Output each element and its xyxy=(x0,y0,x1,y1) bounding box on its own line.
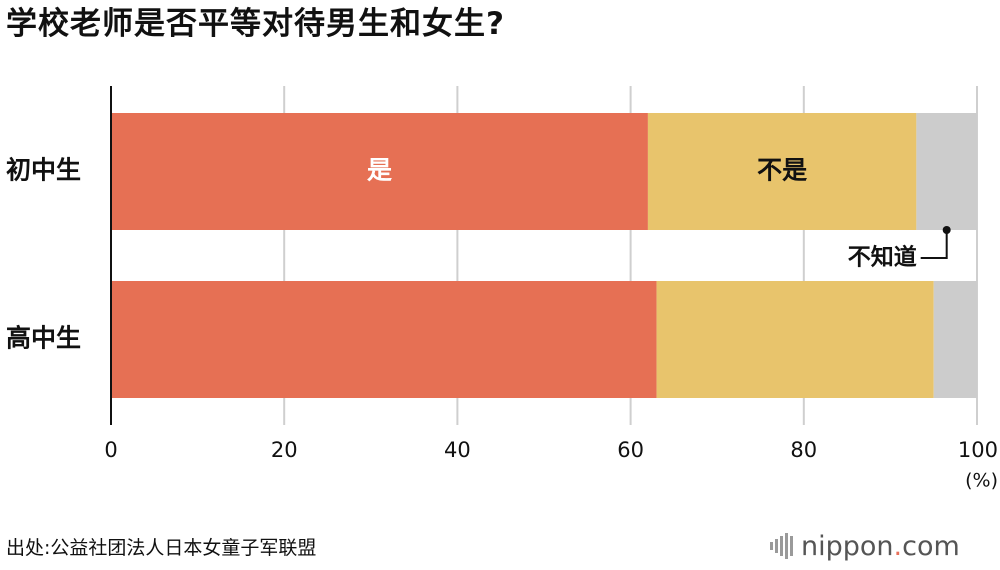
logo-bars-icon xyxy=(770,533,793,559)
logo-dot: . xyxy=(893,530,903,562)
x-tick-label-60: 60 xyxy=(617,438,644,462)
logo-name: nippon xyxy=(801,530,894,562)
x-tick-label-80: 80 xyxy=(790,438,817,462)
bar-1-series-0 xyxy=(111,281,657,398)
bar-1-series-1 xyxy=(656,281,934,398)
bar-1-series-2 xyxy=(933,281,977,398)
bar-0-series-0 xyxy=(111,113,648,230)
x-tick-label-0: 0 xyxy=(104,438,117,462)
callout-line xyxy=(920,230,948,259)
nippon-logo: nippon. com xyxy=(770,529,960,563)
x-tick-label-20: 20 xyxy=(271,438,298,462)
segment-label-no: 不是 xyxy=(757,156,807,185)
logo-tld: com xyxy=(902,530,960,562)
chart-title: 学校老师是否平等对待男生和女生? xyxy=(6,6,505,42)
bar-0-series-1 xyxy=(647,113,917,230)
source-note: 出处:公益社团法人日本女童子军联盟 xyxy=(6,537,317,559)
x-tick-label-100: 100 xyxy=(958,438,998,462)
segment-label-yes: 是 xyxy=(367,156,392,185)
segment-label-dontknow: 不知道 xyxy=(848,244,917,271)
x-unit-label: (%) xyxy=(965,470,998,492)
category-label-0: 初中生 xyxy=(6,156,81,185)
bar-0-series-2 xyxy=(916,113,977,230)
category-label-1: 高中生 xyxy=(6,324,81,353)
x-tick-label-40: 40 xyxy=(444,438,471,462)
